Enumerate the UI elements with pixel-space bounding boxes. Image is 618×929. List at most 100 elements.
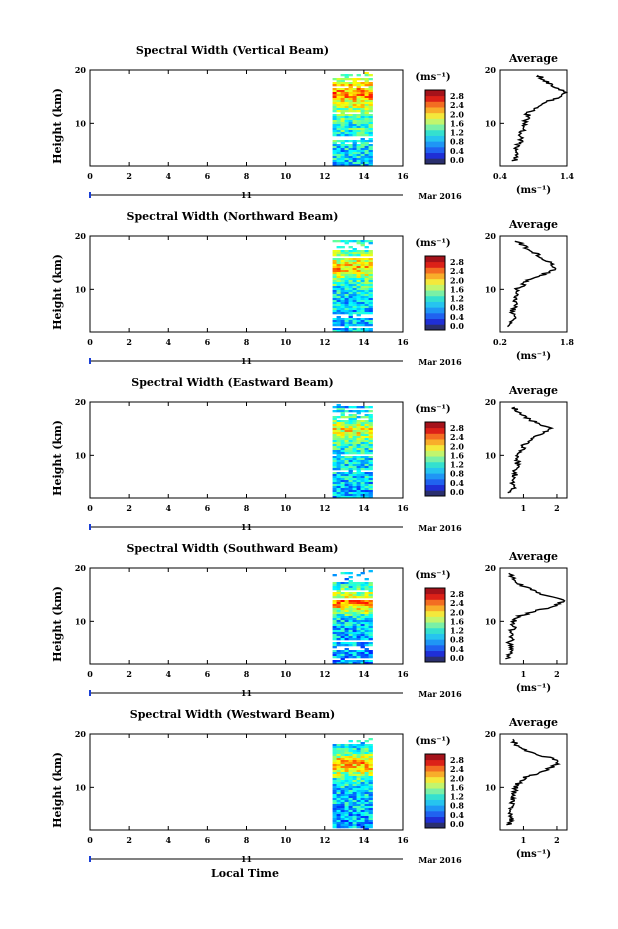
heatmap-cell	[352, 446, 357, 449]
heatmap-cell	[344, 282, 349, 285]
heatmap-cell	[340, 476, 345, 479]
heatmap-cell	[360, 464, 365, 467]
heatmap-cell	[356, 242, 361, 245]
heatmap-cell	[356, 292, 361, 295]
beam-panel-1: Spectral Width (Northward Beam)0 2 4 6 8 10 12…	[51, 210, 574, 367]
heatmap-cell	[332, 456, 337, 459]
heatmap-cell	[340, 276, 345, 279]
heatmap-cell	[344, 496, 349, 499]
heatmap-cell	[356, 622, 361, 625]
heatmap-cell	[336, 426, 341, 429]
heatmap-cell	[336, 134, 341, 137]
heatmap-cell	[364, 762, 369, 765]
heatmap-cell	[340, 88, 345, 91]
average-y-tick-label: 20	[485, 397, 497, 407]
heatmap-cell	[336, 428, 341, 431]
heatmap-cell	[356, 820, 361, 823]
heatmap-cell	[340, 804, 345, 807]
heatmap-cell	[364, 420, 369, 423]
heatmap-cell	[360, 144, 365, 147]
heatmap-cell	[340, 628, 345, 631]
heatmap-cell	[332, 284, 337, 287]
heatmap-cell	[360, 744, 365, 747]
heatmap-cell	[348, 104, 353, 107]
heatmap-cell	[336, 788, 341, 791]
heatmap-cell	[340, 644, 345, 647]
heatmap-cell	[336, 818, 341, 821]
colorbar-label: 1.6	[450, 782, 464, 792]
heatmap-cell	[368, 164, 373, 167]
heatmap-cell	[332, 164, 337, 167]
heatmap-cell	[336, 454, 341, 457]
heatmap-cell	[356, 280, 361, 283]
heatmap-cell	[340, 754, 345, 757]
heatmap-cell	[336, 794, 341, 797]
heatmap-cell	[340, 604, 345, 607]
heatmap-cell	[360, 82, 365, 85]
heatmap-cell	[360, 762, 365, 765]
heatmap-cell	[356, 130, 361, 133]
heatmap-cell	[344, 134, 349, 137]
heatmap-cell	[352, 420, 357, 423]
heatmap-cell	[352, 124, 357, 127]
heatmap-cell	[352, 158, 357, 161]
heatmap-cell	[352, 490, 357, 493]
heatmap-cell	[340, 784, 345, 787]
heatmap-cell	[356, 306, 361, 309]
colorbar-label: 0.0	[450, 487, 464, 497]
beam-panel-3: Spectral Width (Southward Beam)0 2 4 6 8 10 12…	[51, 542, 568, 699]
heatmap-cell	[336, 330, 341, 333]
heatmap-cell	[368, 596, 373, 599]
heatmap-cell	[348, 618, 353, 621]
heatmap-cell	[368, 286, 373, 289]
heatmap-cell	[332, 584, 337, 587]
colorbar-segment	[425, 284, 445, 291]
heatmap-cell	[352, 764, 357, 767]
heatmap-cell	[332, 304, 337, 307]
heatmap-cell	[364, 444, 369, 447]
heatmap-cell	[368, 140, 373, 143]
heatmap-cell	[352, 264, 357, 267]
heatmap-cell	[356, 466, 361, 469]
heatmap-cell	[356, 470, 361, 473]
heatmap-cell	[340, 786, 345, 789]
heatmap-cell	[356, 424, 361, 427]
heatmap-cell	[368, 632, 373, 635]
heatmap-cell	[356, 804, 361, 807]
heatmap-cell	[332, 434, 337, 437]
heatmap-cell	[340, 310, 345, 313]
heatmap-cell	[364, 584, 369, 587]
heatmap-cell	[352, 106, 357, 109]
heatmap-cell	[356, 134, 361, 137]
colorbar-segment	[425, 141, 445, 148]
heatmap-cell	[352, 270, 357, 273]
heatmap-cell	[344, 442, 349, 445]
heatmap-cell	[348, 116, 353, 119]
heatmap-cell	[336, 268, 341, 271]
heatmap-cell	[332, 330, 337, 333]
heatmap-cell	[332, 132, 337, 135]
colorbar-segment	[425, 101, 445, 108]
heatmap-cell	[356, 748, 361, 751]
heatmap-cell	[340, 446, 345, 449]
heatmap-cell	[340, 600, 345, 603]
heatmap-cell	[356, 604, 361, 607]
heatmap-cell	[356, 144, 361, 147]
beam-panel-4: Spectral Width (Westward Beam)0 2 4 6 8 10 12 1…	[51, 708, 568, 865]
heatmap-cell	[360, 134, 365, 137]
heatmap-cell	[356, 626, 361, 629]
heatmap-cell	[352, 604, 357, 607]
average-x-tick-label: 0.4	[493, 171, 507, 181]
heatmap-cell	[336, 750, 341, 753]
heatmap-cell	[352, 472, 357, 475]
heatmap-cell	[332, 662, 337, 665]
heatmap-cell	[368, 296, 373, 299]
heatmap-cell	[344, 758, 349, 761]
heatmap-cell	[368, 442, 373, 445]
heatmap-cell	[368, 826, 373, 829]
average-y-tick-label: 10	[485, 616, 497, 626]
heatmap-cell	[336, 104, 341, 107]
heatmap-cell	[332, 768, 337, 771]
heatmap-cell	[364, 592, 369, 595]
heatmap-cell	[332, 610, 337, 613]
